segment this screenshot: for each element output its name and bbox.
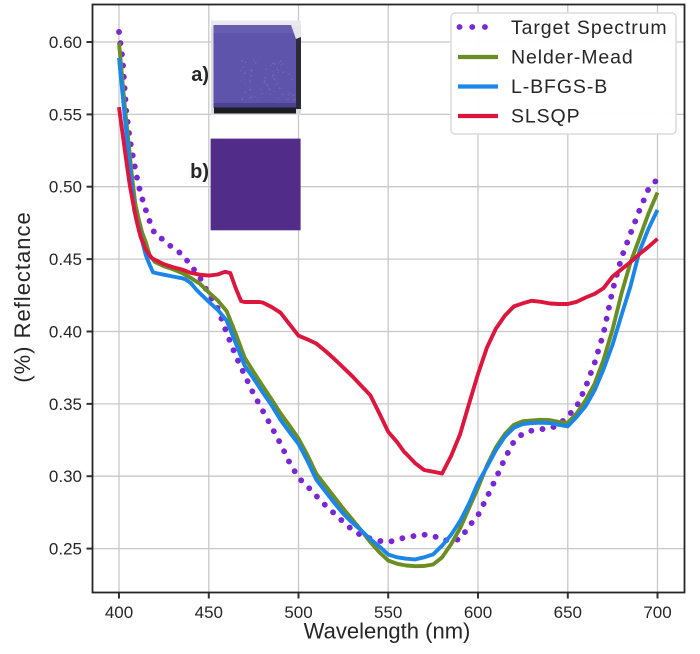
svg-text:0.25: 0.25 <box>49 540 82 559</box>
svg-text:600: 600 <box>464 603 492 622</box>
svg-text:450: 450 <box>195 603 223 622</box>
svg-text:500: 500 <box>284 603 312 622</box>
svg-text:400: 400 <box>105 603 133 622</box>
svg-text:(%) Reflectance: (%) Reflectance <box>10 211 35 383</box>
svg-text:0.35: 0.35 <box>49 395 82 414</box>
svg-text:0.50: 0.50 <box>49 178 82 197</box>
svg-text:0.30: 0.30 <box>49 467 82 486</box>
svg-text:0.55: 0.55 <box>49 105 82 124</box>
svg-text:a): a) <box>191 64 209 86</box>
svg-text:Nelder-Mead: Nelder-Mead <box>511 47 634 69</box>
svg-text:SLSQP: SLSQP <box>511 106 581 128</box>
svg-text:650: 650 <box>554 603 582 622</box>
svg-text:L-BFGS-B: L-BFGS-B <box>511 76 608 98</box>
svg-text:0.45: 0.45 <box>49 250 82 269</box>
svg-text:0.60: 0.60 <box>49 33 82 52</box>
svg-text:550: 550 <box>374 603 402 622</box>
svg-text:Target Spectrum: Target Spectrum <box>511 17 668 39</box>
svg-text:0.40: 0.40 <box>49 323 82 342</box>
svg-text:b): b) <box>190 161 209 183</box>
svg-text:Wavelength (nm): Wavelength (nm) <box>304 619 471 644</box>
svg-text:700: 700 <box>643 603 671 622</box>
